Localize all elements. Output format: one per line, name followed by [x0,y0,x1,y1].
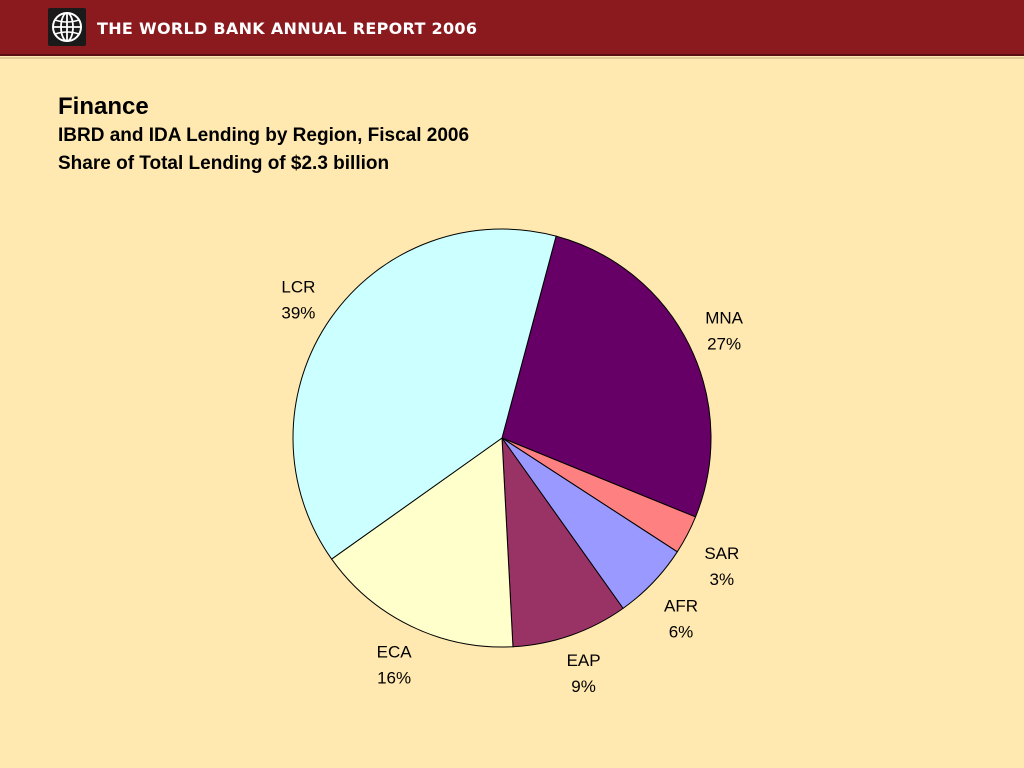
page-heading: Finance [58,93,149,120]
globe-icon [48,8,86,46]
slice-value-eap: 9% [571,677,596,696]
slice-value-afr: 6% [669,623,694,642]
slice-label-sar: SAR [704,544,739,563]
slice-label-lcr: LCR [281,278,315,297]
report-title: THE WORLD BANK ANNUAL REPORT 2006 [97,19,478,38]
header-divider [0,57,1024,59]
slice-label-afr: AFR [664,597,698,616]
slice-value-lcr: 39% [281,304,315,323]
slice-label-eca: ECA [377,642,413,661]
slide-titles: Finance IBRD and IDA Lending by Region, … [58,92,469,178]
pie-slice-eca [330,437,514,648]
slice-value-eca: 16% [377,668,411,687]
slice-label-eap: EAP [567,651,601,670]
report-header-bar: THE WORLD BANK ANNUAL REPORT 2006 [0,0,1024,56]
pie-slice-lcr [292,228,557,560]
chart-subtitle-line1: IBRD and IDA Lending by Region, Fiscal 2… [58,125,470,146]
slice-value-sar: 3% [710,570,735,589]
chart-subtitle-line2: Share of Total Lending of $2.3 billion [58,153,390,174]
slice-value-mna: 27% [707,335,741,354]
pie-slice-mna [501,235,712,518]
slice-label-mna: MNA [705,309,743,328]
pie-slice-eap [501,436,624,648]
